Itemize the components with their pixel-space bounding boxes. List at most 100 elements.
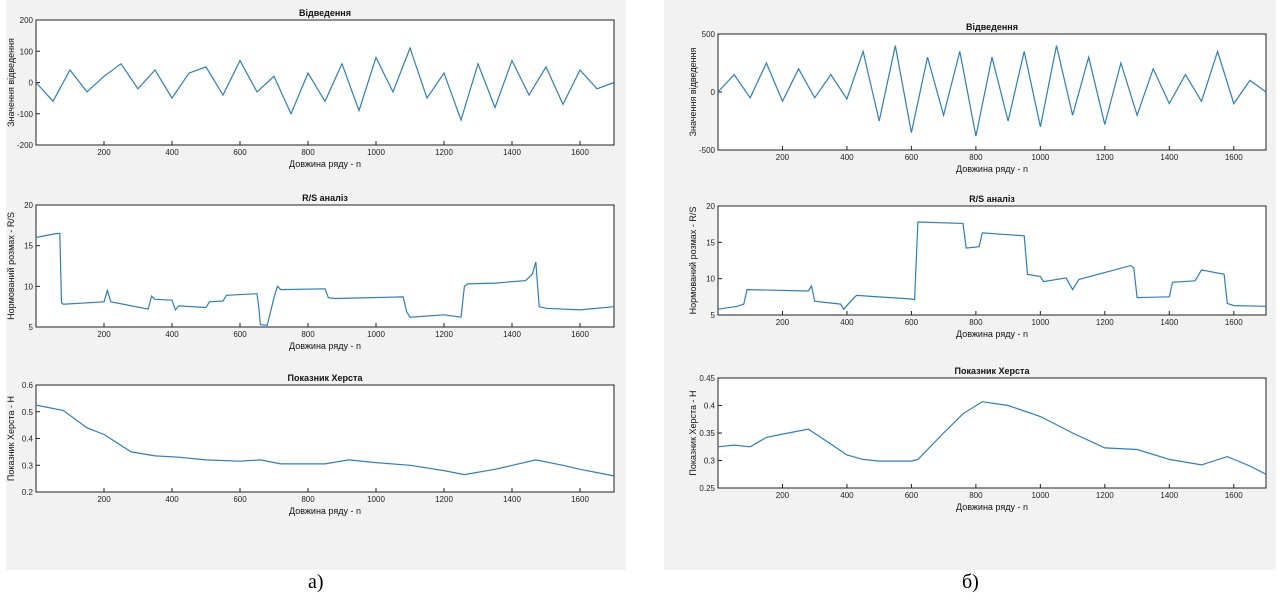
plot-area — [35, 204, 615, 328]
y-tick-label: 0.3 — [704, 457, 716, 466]
chart-a-1: R/S аналіз Довжина ряду - n Нормований роз… — [6, 193, 615, 351]
y-axis-label: Показник Херста - H — [688, 390, 698, 475]
plot-area — [35, 384, 615, 493]
y-tick-label: 0.25 — [699, 484, 715, 493]
y-tick-label: -500 — [699, 146, 716, 155]
x-tick-label: 800 — [969, 491, 983, 500]
series-line — [717, 45, 1267, 137]
y-tick-label: 10 — [24, 282, 33, 291]
x-tick-label: 600 — [233, 148, 247, 157]
series-line — [35, 46, 615, 122]
x-tick-label: 1200 — [1096, 318, 1114, 327]
y-tick-label: 0.45 — [699, 374, 715, 383]
chart-b-1: R/S аналіз Довжина ряду - n Нормований роз… — [688, 194, 1267, 339]
chart-title: R/S аналіз — [302, 193, 348, 203]
x-tick-label: 400 — [165, 330, 179, 339]
y-tick-label: -100 — [17, 110, 34, 119]
y-axis-label: Нормований розмах - R/S — [6, 212, 16, 320]
x-tick-label: 600 — [905, 153, 919, 162]
x-tick-label: 400 — [165, 148, 179, 157]
x-tick-label: 1600 — [571, 330, 589, 339]
x-tick-label: 200 — [776, 153, 790, 162]
x-tick-label: 1400 — [503, 495, 521, 504]
y-tick-label: 15 — [706, 238, 715, 247]
y-tick-label: 100 — [20, 47, 34, 56]
y-tick-label: 15 — [24, 242, 33, 251]
chart-a-0: Відведення Довжина ряду - n Значення відве… — [6, 8, 615, 169]
x-tick-label: 1200 — [435, 330, 453, 339]
y-tick-label: 0.35 — [699, 429, 715, 438]
series-line — [717, 401, 1267, 475]
x-tick-label: 1400 — [1160, 153, 1178, 162]
y-axis-label: Значення відведення — [688, 47, 698, 136]
y-tick-label: 200 — [20, 16, 34, 25]
x-tick-label: 1000 — [367, 495, 385, 504]
x-tick-label: 800 — [301, 495, 315, 504]
x-tick-label: 400 — [840, 153, 854, 162]
x-tick-label: 400 — [165, 495, 179, 504]
y-tick-label: 0.6 — [22, 381, 34, 390]
y-tick-label: 0.4 — [22, 435, 34, 444]
series-line — [35, 232, 615, 327]
x-axis-label: Довжина ряду - n — [956, 502, 1028, 512]
x-tick-label: 800 — [301, 148, 315, 157]
y-tick-label: 20 — [706, 202, 715, 211]
y-tick-label: 5 — [711, 311, 716, 320]
figure-panel-a: Відведення Довжина ряду - n Значення відве… — [6, 0, 626, 570]
x-tick-label: 800 — [969, 153, 983, 162]
x-tick-label: 1000 — [1031, 153, 1049, 162]
series-line — [717, 221, 1267, 311]
x-tick-label: 1600 — [1225, 491, 1243, 500]
x-tick-label: 800 — [301, 330, 315, 339]
y-tick-label: 0.5 — [22, 408, 34, 417]
x-tick-label: 1600 — [571, 148, 589, 157]
y-tick-label: 0 — [711, 88, 716, 97]
figure-panel-b: Відведення Довжина ряду - n Значення відве… — [664, 0, 1276, 570]
x-tick-label: 1400 — [1160, 318, 1178, 327]
x-tick-label: 200 — [97, 330, 111, 339]
chart-b-0: Відведення Довжина ряду - n Значення відве… — [688, 22, 1267, 174]
chart-a-2: Показник Херста Довжина ряду - n Показник … — [6, 373, 615, 516]
plot-area — [717, 205, 1267, 316]
x-tick-label: 1200 — [1096, 153, 1114, 162]
chart-title: Відведення — [299, 8, 351, 18]
y-tick-label: 500 — [702, 30, 716, 39]
x-tick-label: 400 — [840, 491, 854, 500]
x-tick-label: 1600 — [1225, 318, 1243, 327]
x-tick-label: 1200 — [1096, 491, 1114, 500]
y-axis-label: Нормований розмах - R/S — [688, 207, 698, 315]
chart-title: Показник Херста — [288, 373, 364, 383]
chart-title: R/S аналіз — [969, 194, 1015, 204]
x-tick-label: 400 — [840, 318, 854, 327]
y-tick-label: 5 — [29, 323, 34, 332]
series-line — [35, 404, 615, 477]
x-tick-label: 1000 — [1031, 491, 1049, 500]
x-tick-label: 800 — [969, 318, 983, 327]
caption-b: б) — [962, 571, 979, 593]
x-tick-label: 1400 — [1160, 491, 1178, 500]
plot-area — [717, 377, 1267, 489]
plot-area — [35, 19, 615, 146]
panel-b-charts: Відведення Довжина ряду - n Значення відве… — [688, 22, 1267, 512]
caption-a: а) — [308, 571, 324, 593]
x-tick-label: 1000 — [367, 148, 385, 157]
chart-title: Відведення — [966, 22, 1018, 32]
x-tick-label: 1200 — [435, 495, 453, 504]
y-tick-label: 0.2 — [22, 488, 34, 497]
x-axis-label: Довжина ряду - n — [289, 341, 361, 351]
chart-title: Показник Херста — [955, 366, 1031, 376]
x-tick-label: 1600 — [1225, 153, 1243, 162]
y-tick-label: 0.4 — [704, 402, 716, 411]
x-tick-label: 200 — [97, 495, 111, 504]
y-tick-label: 0 — [29, 79, 34, 88]
y-axis-label: Показник Херста - H — [6, 396, 16, 481]
x-tick-label: 1000 — [1031, 318, 1049, 327]
y-tick-label: -200 — [17, 141, 34, 150]
x-tick-label: 200 — [776, 318, 790, 327]
x-tick-label: 600 — [233, 330, 247, 339]
x-tick-label: 1600 — [571, 495, 589, 504]
x-tick-label: 1200 — [435, 148, 453, 157]
plot-area — [717, 33, 1267, 151]
x-axis-label: Довжина ряду - n — [289, 159, 361, 169]
x-axis-label: Довжина ряду - n — [289, 506, 361, 516]
